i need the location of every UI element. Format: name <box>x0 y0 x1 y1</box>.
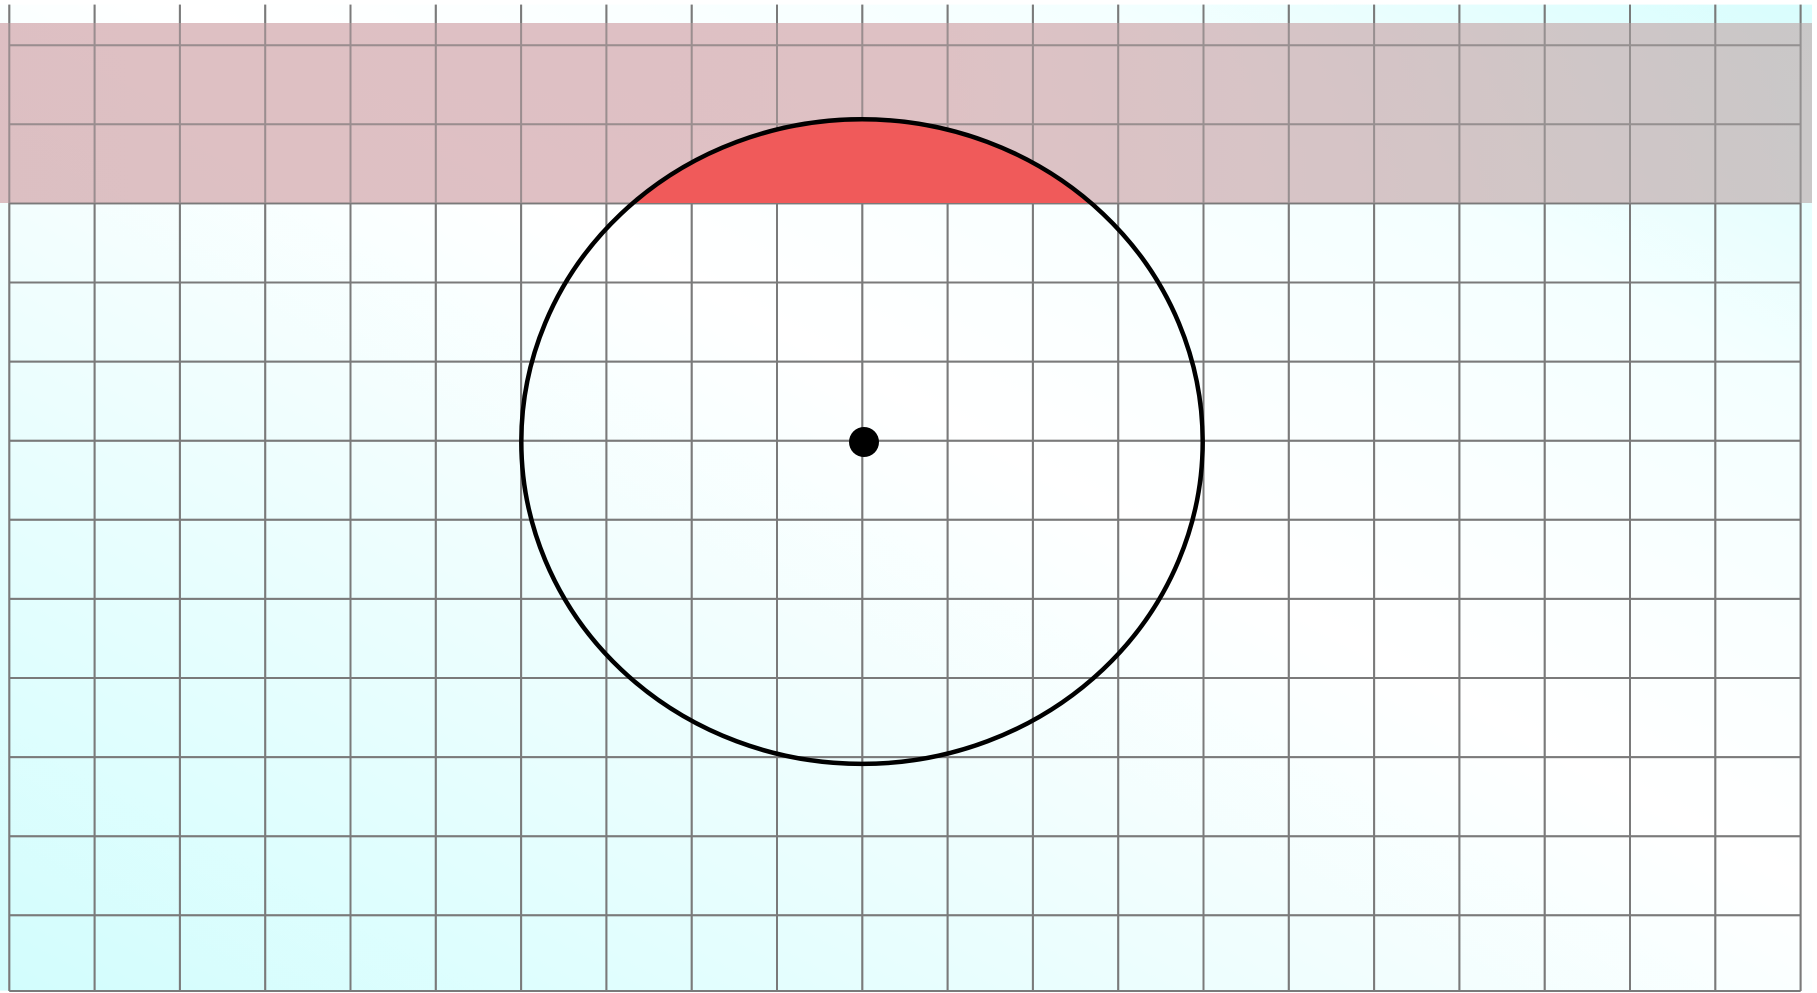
center-point[interactable] <box>849 427 879 457</box>
circle[interactable] <box>519 117 1205 767</box>
grid-overlay <box>8 4 1802 992</box>
